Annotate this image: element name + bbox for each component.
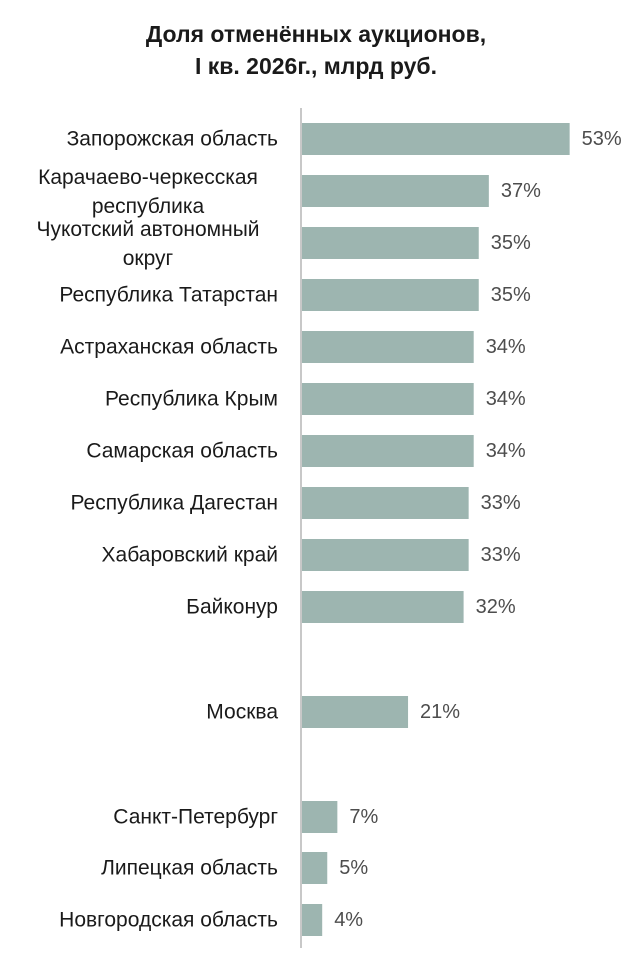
value-label: 4% [334,909,363,931]
value-label: 5% [339,857,368,879]
value-label: 7% [349,806,378,828]
category-label: Астраханская область [60,336,278,359]
value-label: 33% [481,544,521,566]
bar [302,123,570,155]
category-label: Байконур [186,596,278,619]
value-label: 21% [420,701,460,723]
category-label: Запорожская область [67,128,278,151]
chart-title: Доля отменённых аукционов, I кв. 2026г.,… [0,18,632,82]
bar [302,331,474,363]
category-label: Республика Дагестан [70,492,278,515]
bar [302,279,479,311]
bar [302,852,328,884]
category-label-line: Карачаево-черкесская [38,166,258,189]
bar [302,904,323,936]
category-label: Карачаево-черкесская республика [38,166,258,218]
value-label: 34% [486,336,526,358]
value-label: 37% [501,180,541,202]
bar [302,539,469,571]
value-label: 35% [491,284,531,306]
category-label: Республика Татарстан [59,284,278,307]
value-label: 34% [486,388,526,410]
bar [302,801,338,833]
category-label-line: Чукотский автономный [36,218,259,241]
category-label-line: республика [92,195,205,218]
bar [302,383,474,415]
category-label: Липецкая область [101,857,278,880]
bar [302,696,409,728]
value-label: 32% [476,596,516,618]
bar [302,435,474,467]
bar [302,175,489,207]
category-label: Санкт-Петербург [113,806,278,829]
category-label-line: округ [123,247,174,270]
bar [302,591,464,623]
chart-title-line-2: I кв. 2026г., млрд руб. [194,53,438,79]
bar [302,487,469,519]
bar [302,227,479,259]
value-label: 35% [491,232,531,254]
category-label: Чукотский автономный округ [36,218,259,270]
value-label: 53% [582,128,622,150]
chart-title-line-1: Доля отменённых аукционов, [145,21,487,47]
category-label: Хабаровский край [102,544,278,567]
value-label: 33% [481,492,521,514]
category-label: Самарская область [86,440,278,463]
category-label: Москва [206,701,278,724]
value-label: 34% [486,440,526,462]
category-label: Новгородская область [59,909,278,932]
category-label: Республика Крым [105,388,278,411]
